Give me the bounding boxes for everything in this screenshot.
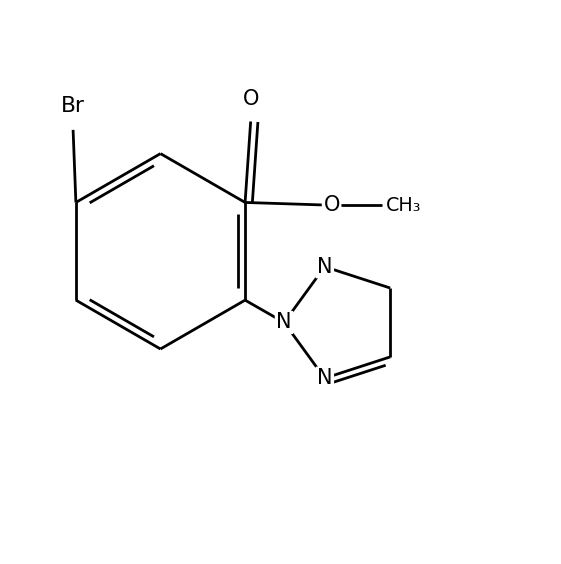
Text: CH₃: CH₃: [387, 196, 422, 215]
Text: O: O: [242, 89, 259, 109]
Text: N: N: [277, 312, 292, 332]
Text: N: N: [317, 257, 333, 277]
Text: Br: Br: [61, 96, 85, 116]
Text: N: N: [317, 368, 333, 388]
Text: O: O: [324, 195, 340, 215]
